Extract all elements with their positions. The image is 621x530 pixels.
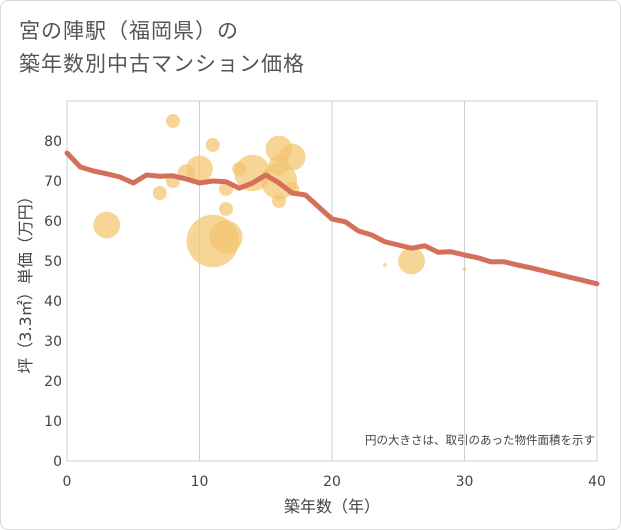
data-bubble <box>152 186 167 200</box>
y-tick-label: 20 <box>44 374 62 390</box>
x-tick-label: 20 <box>323 474 341 490</box>
plot-area <box>66 100 598 462</box>
y-tick-label: 50 <box>44 254 62 270</box>
data-bubble <box>219 202 233 216</box>
y-tick-label: 0 <box>53 454 62 470</box>
y-tick-label: 80 <box>44 134 62 150</box>
data-bubble <box>383 263 387 267</box>
y-tick-label: 30 <box>44 334 62 350</box>
y-axis-label: 坪（3.3㎡）単価（万円） <box>16 188 35 373</box>
x-tick-labels: 0 10 20 30 40 <box>63 474 606 490</box>
data-bubble <box>93 211 121 239</box>
data-bubble <box>205 138 220 152</box>
x-axis-label: 築年数（年） <box>284 497 380 516</box>
data-bubble <box>166 114 180 128</box>
y-tick-label: 40 <box>44 294 62 310</box>
y-tick-label: 60 <box>44 214 62 230</box>
data-bubble <box>398 247 425 275</box>
data-bubble <box>278 143 306 171</box>
grid-lines <box>199 101 465 461</box>
trend-line <box>64 150 600 287</box>
data-bubble <box>209 220 243 254</box>
x-tick-label: 40 <box>588 474 606 490</box>
y-tick-label: 10 <box>44 414 62 430</box>
data-bubble <box>462 267 467 271</box>
bubble-size-note: 円の大きさは、取引のあった物件面積を示す <box>365 433 595 447</box>
chart-title: 宮の陣駅（福岡県）の 築年数別中古マンション価格 <box>19 15 305 81</box>
y-tick-label: 70 <box>44 174 62 190</box>
x-tick-label: 30 <box>456 474 474 490</box>
data-bubble <box>186 155 213 183</box>
chart-title-line2: 築年数別中古マンション価格 <box>19 52 305 76</box>
y-tick-labels: 0 10 20 30 40 50 60 70 80 <box>44 134 62 470</box>
data-bubble <box>272 194 286 208</box>
x-tick-label: 10 <box>191 474 209 490</box>
x-tick-label: 0 <box>63 474 72 490</box>
chart-title-line1: 宮の陣駅（福岡県）の <box>19 19 239 43</box>
